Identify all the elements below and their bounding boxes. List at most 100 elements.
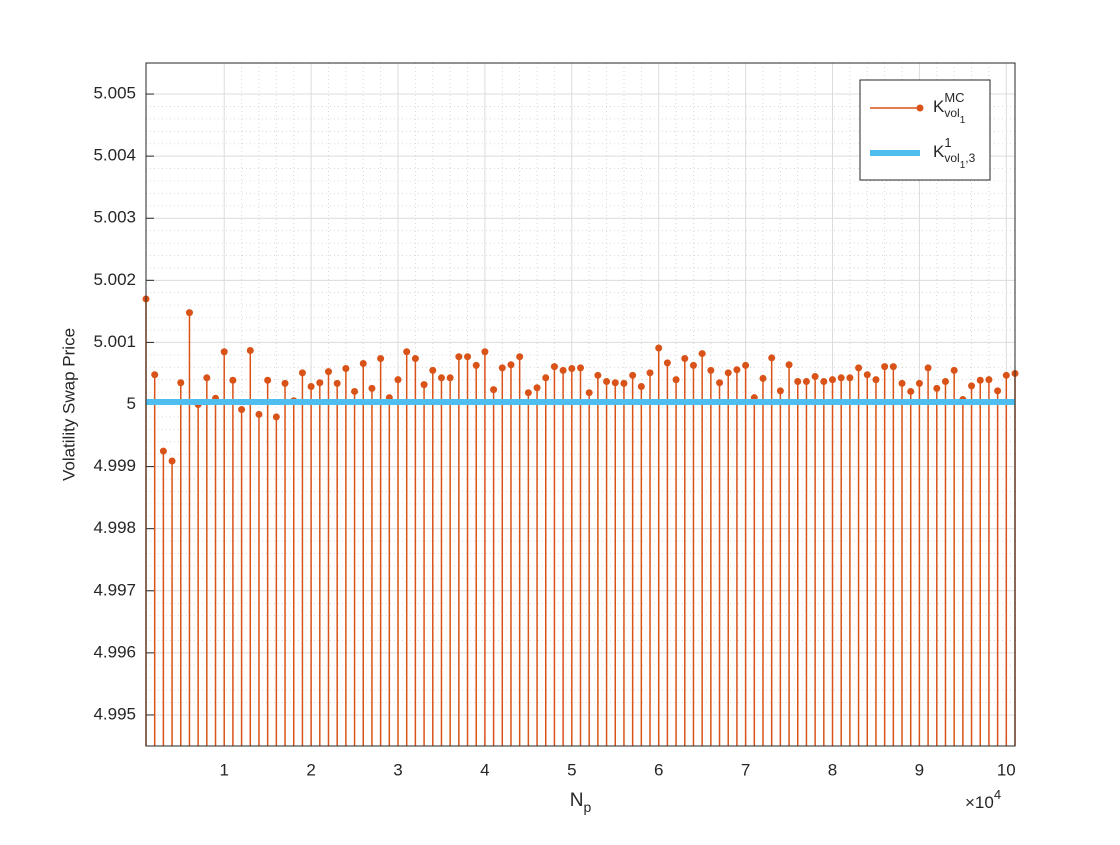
stem-marker: [837, 374, 845, 382]
stem-marker: [759, 374, 767, 382]
stem-marker: [681, 355, 689, 363]
stem-marker: [498, 364, 506, 372]
legend-label: KMC vol1: [933, 90, 966, 125]
stem-marker: [264, 376, 272, 384]
stem-marker: [707, 366, 715, 374]
stem-marker: [594, 371, 602, 379]
y-tick-label: 4.997: [93, 580, 136, 599]
stem-marker: [464, 353, 472, 361]
stem-marker: [159, 447, 167, 455]
stem-marker: [863, 371, 871, 379]
stem-marker: [446, 374, 454, 382]
stem-marker: [368, 384, 376, 392]
stem-marker: [333, 379, 341, 387]
stem-marker: [689, 361, 697, 369]
y-tick-label: 4.995: [93, 704, 136, 723]
stem-marker: [420, 381, 428, 389]
stem-marker: [229, 376, 237, 384]
x-tick-label: 8: [828, 760, 837, 779]
stem-marker: [889, 363, 897, 371]
stem-marker: [481, 348, 489, 356]
legend-name: K: [933, 97, 945, 116]
stem-marker: [490, 386, 498, 394]
x-tick-label: 5: [567, 760, 576, 779]
stem-marker: [933, 384, 941, 392]
stem-marker: [472, 361, 480, 369]
x-tick-label: 7: [741, 760, 750, 779]
stem-marker: [246, 346, 254, 354]
stem-marker: [507, 361, 515, 369]
stem-marker: [820, 378, 828, 386]
x-label-main: N: [570, 790, 584, 811]
stem-marker: [168, 457, 176, 465]
stem-marker: [550, 363, 558, 371]
stem-marker: [663, 359, 671, 367]
x-tick-label: 9: [915, 760, 924, 779]
stem-marker: [437, 374, 445, 382]
stem-marker: [846, 374, 854, 382]
stem-marker: [785, 361, 793, 369]
stem-marker: [542, 374, 550, 382]
legend-label: K1 vol1,3: [933, 135, 976, 170]
stem-marker: [811, 373, 819, 381]
stem-marker: [455, 353, 463, 361]
stem-marker: [516, 353, 524, 361]
legend-sup: 1: [944, 135, 951, 150]
stem-marker: [342, 364, 350, 372]
stem-marker: [403, 348, 411, 356]
stem-marker: [255, 410, 263, 418]
stem-marker: [646, 369, 654, 377]
y-tick-label: 4.999: [93, 456, 136, 475]
stem-marker: [976, 376, 984, 384]
stem-marker: [394, 376, 402, 384]
stem-marker: [924, 364, 932, 372]
legend-sup: MC: [944, 90, 964, 105]
legend-sub: ,3: [965, 151, 975, 165]
x-exponent-base: ×10: [965, 793, 994, 812]
stem-marker: [359, 360, 367, 368]
stem-marker: [177, 379, 185, 387]
stem-marker: [829, 376, 837, 384]
stem-marker: [351, 387, 359, 395]
y-tick-label: 5.005: [93, 84, 136, 103]
stem-marker: [898, 379, 906, 387]
stem-marker: [220, 348, 228, 356]
x-tick-label: 4: [480, 760, 489, 779]
stem-marker: [985, 376, 993, 384]
stem-marker: [151, 371, 159, 379]
y-tick-label: 5.002: [93, 270, 136, 289]
x-tick-label: 3: [393, 760, 402, 779]
plot-frame: [145, 62, 1016, 747]
stem-marker: [994, 387, 1002, 395]
stem-marker: [716, 379, 724, 387]
stem-marker: [185, 309, 193, 317]
stem-marker: [411, 355, 419, 363]
stem-marker: [733, 366, 741, 374]
x-tick-label: 2: [306, 760, 315, 779]
x-tick-label: 1: [219, 760, 228, 779]
stem-marker: [603, 378, 611, 386]
x-exponent-power: 4: [994, 787, 1001, 802]
stem-marker: [559, 366, 567, 374]
stem-marker: [524, 389, 532, 397]
x-exponent: ×104: [965, 787, 1001, 812]
legend-name: K: [933, 142, 945, 161]
stem-marker: [672, 376, 680, 384]
stem-marker: [724, 369, 732, 377]
stem-marker: [698, 350, 706, 358]
stem-marker: [307, 382, 315, 390]
x-label-sub: p: [583, 799, 591, 815]
stem-marker: [238, 405, 246, 413]
y-tick-label: 5.004: [93, 146, 136, 165]
legend-box: [859, 79, 991, 181]
legend-marker: [916, 104, 924, 112]
stem-marker: [629, 371, 637, 379]
x-axis-label: Np: [570, 790, 592, 815]
stem-marker: [429, 366, 437, 374]
legend-sub: vol: [944, 106, 959, 120]
stem-marker: [533, 384, 541, 392]
legend-sub: vol: [944, 151, 959, 165]
stem-marker: [941, 378, 949, 386]
y-axis-label: Volatility Swap Price: [59, 328, 78, 481]
